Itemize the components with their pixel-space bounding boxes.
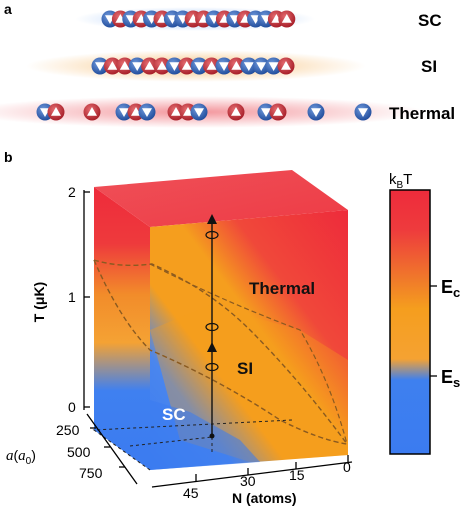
spin-down-atom <box>215 57 233 75</box>
colorbar <box>389 189 431 455</box>
n-tick-label-0: 0 <box>343 459 351 475</box>
t-tick-label-2: 2 <box>68 184 76 200</box>
a-axis-title: a(a0) <box>6 447 36 467</box>
trajectory-loop-2 <box>205 322 219 332</box>
cube-side-face <box>94 187 150 470</box>
a-tick-label-500: 500 <box>67 444 91 460</box>
trajectory-arrow-top <box>207 214 217 224</box>
spin-down-atom <box>190 57 208 75</box>
spin-up-atom <box>278 10 296 28</box>
panel-a-label: a <box>4 1 12 17</box>
trajectory-arrow-mid <box>207 342 217 352</box>
region-label-si: SI <box>237 359 253 378</box>
sc-atom-row <box>101 10 296 28</box>
spin-up-atom <box>141 57 159 75</box>
si-atom-row <box>91 57 295 75</box>
colorbar-label-ec: Ec <box>441 277 460 300</box>
spin-up-atom <box>178 57 196 75</box>
spin-up-atom <box>116 57 134 75</box>
sc-region-shade <box>150 400 260 470</box>
spin-up-atom <box>83 103 101 121</box>
cube-top-face <box>94 170 348 227</box>
region-label-sc: SC <box>162 405 186 424</box>
row-label-si: SI <box>421 57 437 76</box>
a-tick-label-750: 750 <box>79 465 103 481</box>
spin-up-atom <box>103 57 121 75</box>
thermal-atom-row <box>36 103 372 121</box>
base-guide-lines <box>129 436 213 455</box>
n-axis-line <box>151 461 353 488</box>
spin-down-atom <box>165 57 183 75</box>
spin-up-atom <box>203 57 221 75</box>
spin-down-atom <box>115 103 133 121</box>
a-axis-line <box>86 413 138 485</box>
spin-down-atom <box>307 103 325 121</box>
spin-up-atom <box>167 103 185 121</box>
n-tick-label-15: 15 <box>289 467 305 483</box>
spin-down-atom <box>354 103 372 121</box>
colorbar-top-label: kBT <box>389 171 412 191</box>
t-tick-label-0: 0 <box>68 399 76 415</box>
n-axis-title: N (atoms) <box>232 490 297 506</box>
spin-down-atom <box>138 103 156 121</box>
right-boundary-line <box>149 263 348 445</box>
trajectory-loop-3 <box>205 362 219 372</box>
trajectory-start-dot <box>209 433 215 439</box>
lower-boundary-line <box>93 259 348 445</box>
spin-up-atom <box>227 103 245 121</box>
panel-b-label: b <box>4 149 13 165</box>
spin-down-atom <box>265 57 283 75</box>
upper-boundary-line <box>93 259 348 445</box>
colorbar-label-es: Es <box>441 367 460 390</box>
spin-up-atom <box>227 57 245 75</box>
spin-up-atom <box>269 103 287 121</box>
cube-front-face <box>150 210 348 470</box>
spin-down-atom <box>257 103 275 121</box>
spin-up-atom <box>153 57 171 75</box>
spin-down-atom <box>190 103 208 121</box>
row-label-thermal: Thermal <box>389 104 455 123</box>
region-label-thermal: Thermal <box>249 279 315 298</box>
n-tick-label-45: 45 <box>183 485 199 501</box>
spin-down-atom <box>252 57 270 75</box>
t-tick-label-1: 1 <box>68 289 76 305</box>
spin-up-atom <box>277 57 295 75</box>
n-tick-label-30: 30 <box>240 473 256 489</box>
spin-up-atom <box>47 103 65 121</box>
spin-down-atom <box>91 57 109 75</box>
spin-down-atom <box>240 57 258 75</box>
row-label-sc: SC <box>418 11 442 30</box>
spin-down-atom <box>128 57 146 75</box>
a-tick-label-250: 250 <box>56 422 80 438</box>
trajectory-loop-1 <box>205 230 219 240</box>
t-axis-title: T (μK) <box>31 282 47 322</box>
base-dashed-lines <box>92 419 293 471</box>
